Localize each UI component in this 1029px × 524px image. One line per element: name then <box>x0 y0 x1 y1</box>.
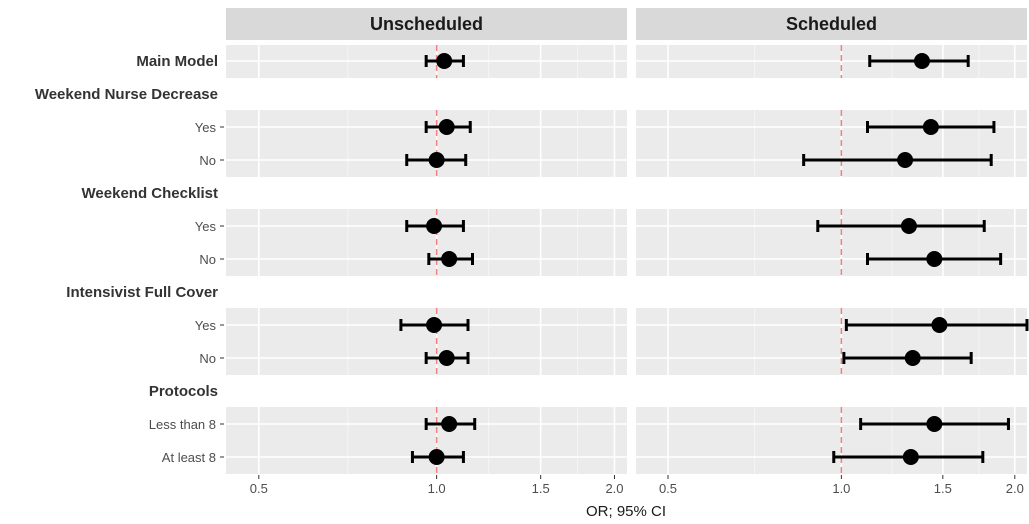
facet-strip-0 <box>226 8 627 40</box>
x-tick-label-1-3: 2.0 <box>1006 481 1024 496</box>
point-estimate-1-0-0 <box>438 119 455 135</box>
point-estimate-4-1-1 <box>902 449 919 465</box>
point-estimate-1-1-1 <box>897 152 914 168</box>
x-tick-label-1-0: 0.5 <box>659 481 677 496</box>
panel-background-1-3 <box>636 308 1027 375</box>
row-label-2-1: No <box>199 252 216 267</box>
row-label-3-1: No <box>199 351 216 366</box>
point-estimate-4-1-0 <box>428 449 445 465</box>
facet-title-0: Unscheduled <box>370 14 483 34</box>
row-label-1-1: No <box>199 153 216 168</box>
facet-strip-1 <box>636 8 1027 40</box>
point-estimate-2-0-1 <box>900 218 917 234</box>
row-label-4-1: At least 8 <box>162 450 216 465</box>
panel-background-0-2 <box>226 209 627 276</box>
row-label-4-0: Less than 8 <box>149 417 216 432</box>
point-estimate-0-0-1 <box>913 53 930 69</box>
point-estimate-2-1-0 <box>441 251 458 267</box>
x-tick-label-0-0: 0.5 <box>250 481 268 496</box>
point-estimate-2-1-1 <box>926 251 943 267</box>
group-header-3: Intensivist Full Cover <box>66 284 218 301</box>
x-tick-label-0-2: 1.5 <box>532 481 550 496</box>
point-estimate-0-0-0 <box>436 53 453 69</box>
point-estimate-4-0-0 <box>441 416 458 432</box>
point-estimate-1-0-1 <box>922 119 939 135</box>
x-tick-label-1-2: 1.5 <box>934 481 952 496</box>
panel-background-0-4 <box>226 407 627 474</box>
group-header-2: Weekend Checklist <box>82 185 218 202</box>
panel-background-1-2 <box>636 209 1027 276</box>
group-header-4: Protocols <box>149 383 218 400</box>
point-estimate-3-0-0 <box>426 317 443 333</box>
group-header-1: Weekend Nurse Decrease <box>35 86 218 103</box>
point-estimate-4-0-1 <box>926 416 943 432</box>
x-tick-label-0-1: 1.0 <box>428 481 446 496</box>
point-estimate-3-1-0 <box>438 350 455 366</box>
panel-background-1-1 <box>636 110 1027 177</box>
x-axis-title: OR; 95% CI <box>586 503 666 520</box>
row-label-main-model: Main Model <box>136 53 218 70</box>
point-estimate-3-1-1 <box>904 350 921 366</box>
row-label-1-0: Yes <box>195 120 217 135</box>
panel-background-0-3 <box>226 308 627 375</box>
facet-title-1: Scheduled <box>786 14 877 34</box>
panel-background-1-4 <box>636 407 1027 474</box>
point-estimate-3-0-1 <box>931 317 948 333</box>
x-tick-label-1-1: 1.0 <box>832 481 850 496</box>
row-label-2-0: Yes <box>195 219 217 234</box>
panel-background-0-1 <box>226 110 627 177</box>
row-label-3-0: Yes <box>195 318 217 333</box>
point-estimate-2-0-0 <box>426 218 443 234</box>
point-estimate-1-1-0 <box>428 152 445 168</box>
x-tick-label-0-3: 2.0 <box>605 481 623 496</box>
